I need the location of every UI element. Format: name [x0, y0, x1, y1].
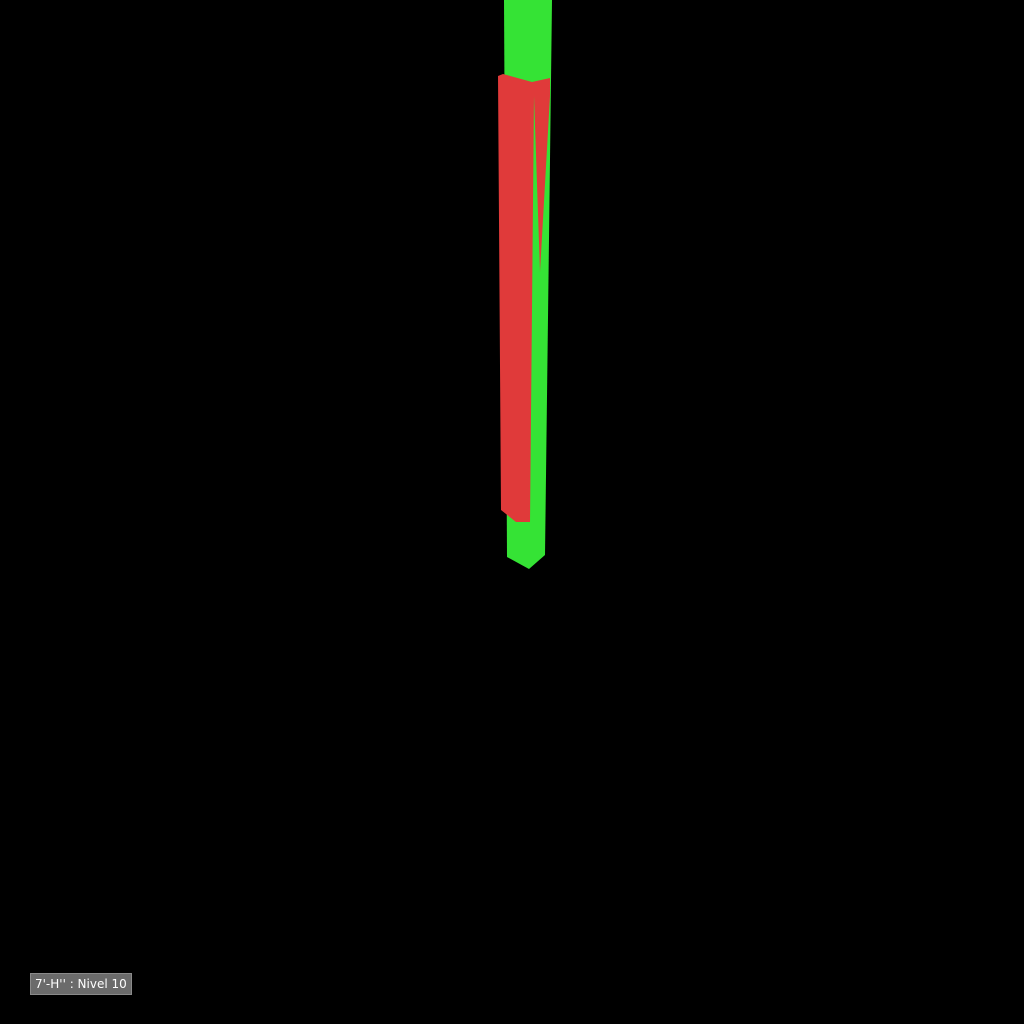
level-label: 7'-H'' : Nivel 10 [30, 973, 132, 995]
red-model-element[interactable] [498, 74, 550, 522]
